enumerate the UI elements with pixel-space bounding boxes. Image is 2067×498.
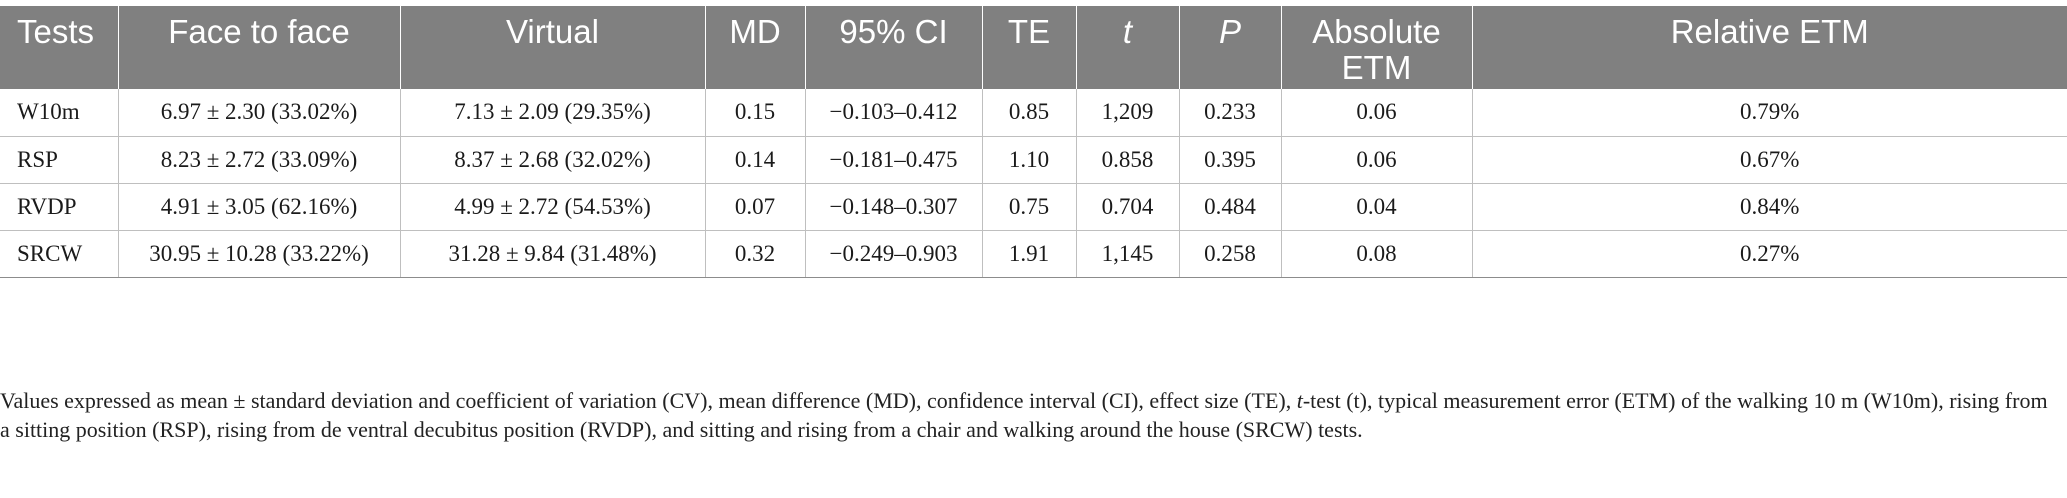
header-relative-etm: Relative ETM <box>1472 6 2067 89</box>
cell-md: 0.14 <box>705 136 806 184</box>
cell-relative-etm: 0.67% <box>1472 136 2067 184</box>
header-row: Tests Face to face Virtual MD 95% CI TE … <box>0 6 2067 89</box>
cell-ci: −0.103–0.412 <box>805 89 983 137</box>
cell-ci: −0.249–0.903 <box>805 230 983 278</box>
cell-ci: −0.148–0.307 <box>805 183 983 231</box>
table-row: RSP 8.23 ± 2.72 (33.09%) 8.37 ± 2.68 (32… <box>0 136 2067 184</box>
header-t: t <box>1076 6 1180 89</box>
cell-virtual: 31.28 ± 9.84 (31.48%) <box>400 230 706 278</box>
cell-test: W10m <box>0 89 119 137</box>
cell-virtual: 4.99 ± 2.72 (54.53%) <box>400 183 706 231</box>
cell-virtual: 8.37 ± 2.68 (32.02%) <box>400 136 706 184</box>
table-body: W10m 6.97 ± 2.30 (33.02%) 7.13 ± 2.09 (2… <box>0 89 2067 278</box>
cell-face-to-face: 4.91 ± 3.05 (62.16%) <box>118 183 401 231</box>
cell-absolute-etm: 0.04 <box>1281 183 1473 231</box>
cell-t: 1,145 <box>1076 230 1180 278</box>
results-table: Tests Face to face Virtual MD 95% CI TE … <box>0 6 2067 278</box>
header-tests: Tests <box>0 6 119 89</box>
footnote-text-start: Values expressed as mean ± standard devi… <box>0 388 1297 413</box>
cell-face-to-face: 30.95 ± 10.28 (33.22%) <box>118 230 401 278</box>
header-p: P <box>1179 6 1282 89</box>
cell-absolute-etm: 0.08 <box>1281 230 1473 278</box>
table-row: RVDP 4.91 ± 3.05 (62.16%) 4.99 ± 2.72 (5… <box>0 183 2067 231</box>
cell-absolute-etm: 0.06 <box>1281 136 1473 184</box>
cell-relative-etm: 0.79% <box>1472 89 2067 137</box>
cell-md: 0.32 <box>705 230 806 278</box>
header-95-ci: 95% CI <box>805 6 983 89</box>
header-md: MD <box>705 6 806 89</box>
cell-t: 1,209 <box>1076 89 1180 137</box>
cell-p: 0.233 <box>1179 89 1282 137</box>
table-header: Tests Face to face Virtual MD 95% CI TE … <box>0 6 2067 89</box>
header-face-to-face: Face to face <box>118 6 401 89</box>
header-virtual: Virtual <box>400 6 706 89</box>
cell-relative-etm: 0.84% <box>1472 183 2067 231</box>
cell-p: 0.484 <box>1179 183 1282 231</box>
cell-test: RVDP <box>0 183 119 231</box>
cell-te: 1.91 <box>982 230 1077 278</box>
cell-face-to-face: 8.23 ± 2.72 (33.09%) <box>118 136 401 184</box>
cell-p: 0.395 <box>1179 136 1282 184</box>
table-row: SRCW 30.95 ± 10.28 (33.22%) 31.28 ± 9.84… <box>0 230 2067 278</box>
cell-md: 0.15 <box>705 89 806 137</box>
cell-absolute-etm: 0.06 <box>1281 89 1473 137</box>
cell-te: 0.75 <box>982 183 1077 231</box>
cell-test: SRCW <box>0 230 119 278</box>
cell-te: 0.85 <box>982 89 1077 137</box>
header-te: TE <box>982 6 1077 89</box>
cell-t: 0.704 <box>1076 183 1180 231</box>
header-absolute-etm: Absolute ETM <box>1281 6 1473 89</box>
table-footnote: Values expressed as mean ± standard devi… <box>0 386 2060 444</box>
footnote-italic-t: t <box>1296 388 1303 413</box>
table-row: W10m 6.97 ± 2.30 (33.02%) 7.13 ± 2.09 (2… <box>0 89 2067 137</box>
cell-test: RSP <box>0 136 119 184</box>
cell-p: 0.258 <box>1179 230 1282 278</box>
footnote-text-end: -test (t), typical measurement error (ET… <box>0 388 2048 442</box>
cell-relative-etm: 0.27% <box>1472 230 2067 278</box>
cell-ci: −0.181–0.475 <box>805 136 983 184</box>
cell-virtual: 7.13 ± 2.09 (29.35%) <box>400 89 706 137</box>
cell-md: 0.07 <box>705 183 806 231</box>
cell-te: 1.10 <box>982 136 1077 184</box>
cell-face-to-face: 6.97 ± 2.30 (33.02%) <box>118 89 401 137</box>
cell-t: 0.858 <box>1076 136 1180 184</box>
